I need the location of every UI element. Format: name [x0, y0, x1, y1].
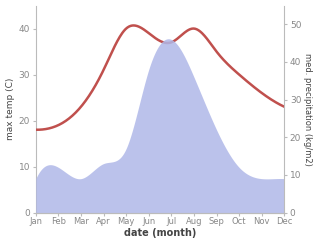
X-axis label: date (month): date (month) [124, 228, 196, 238]
Y-axis label: med. precipitation (kg/m2): med. precipitation (kg/m2) [303, 53, 313, 165]
Y-axis label: max temp (C): max temp (C) [5, 78, 15, 140]
